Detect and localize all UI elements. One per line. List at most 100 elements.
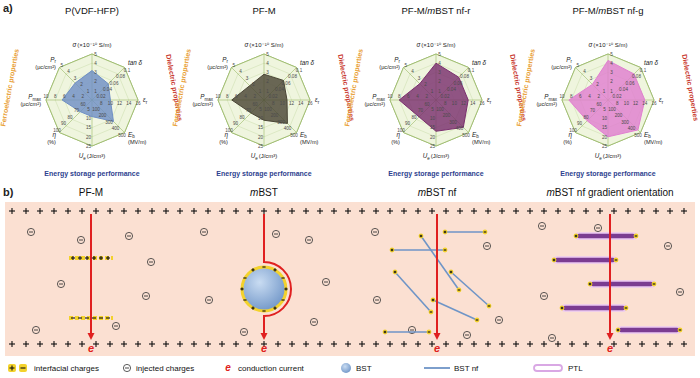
axis-label: η(%) [47,131,56,145]
plus-sign [583,208,589,214]
group-label: Energy storage performance [216,170,311,178]
tick-label: 12 [289,101,295,106]
plus-sign [205,208,211,214]
injected-charge [272,230,279,237]
axis-label: tan δ [300,59,315,66]
plus-sign [667,341,673,347]
axis-label: σ(×10⁻¹⁰ S/m) [73,41,112,48]
interfacial-charge [419,234,424,239]
grid-ring [46,54,138,146]
tick-label: 300 [621,120,629,125]
axis-label-main: tan δ [300,59,315,66]
current-symbol: e [607,342,613,354]
conduction-path [436,214,438,334]
tick-label: 10 [602,116,608,121]
tick-label: 8 [616,101,619,106]
radar-chart: PF-M/mBST nf-r123450.020.040.060.080.181… [343,5,528,178]
plus-sign [394,271,397,274]
plus-sign [163,341,169,347]
axis-label-sub: r [662,100,664,105]
interfacial-charge [475,318,480,323]
plus-sign [391,249,394,252]
interfacial-charge [487,304,492,309]
plus-sign [485,341,491,347]
bst-nanofiber [433,300,477,320]
plus-sign [121,341,127,347]
axis-label: Pmax(μc/cm²) [364,93,385,107]
tick-label: 3 [438,70,441,75]
interfacial-charge [634,234,639,239]
tick-label: 14 [642,101,648,106]
plus-sign [121,208,127,214]
tick-label: 6 [63,94,66,99]
tick-label: 4 [244,94,247,99]
axis-label-unit: (MV/m) [472,139,490,145]
plus-sign [373,341,379,347]
axis-label-unit: (J/cm³) [87,153,106,159]
injected-charge [540,292,547,299]
axis-label-unit: (μc/cm²) [536,101,557,107]
conduction-path [609,214,611,334]
tick-label: 8 [226,94,229,99]
plus-sign [387,208,393,214]
axis-label: η(%) [219,131,228,145]
schematic: eeee [9,208,687,354]
tick-label: 100 [264,107,272,112]
plus-sign [457,341,463,347]
plus-sign [37,341,43,347]
axis-label-main: η [52,131,56,139]
plus-sign [429,208,435,214]
plus-sign [555,208,561,214]
plus-sign [331,341,337,347]
plus-sign [527,208,533,214]
panel-title: mBST nf gradient orientation [546,187,673,198]
tick-label: 3 [418,76,421,81]
tick-label: 4 [94,61,97,66]
plus-sign [617,329,620,332]
plus-sign [37,208,43,214]
tick-label: 4 [411,69,414,74]
plus-sign [597,208,603,214]
chart-title: PF-M/mBST nf-g [572,5,643,16]
tick-label: 4 [610,61,613,66]
tick-label: 4 [67,69,70,74]
tick-label: 2 [252,82,255,87]
tick-label: 200 [443,113,451,118]
tick-label: 20 [258,135,264,140]
plus-sign [289,208,295,214]
tick-label: 4 [588,94,591,99]
minus-sign [71,317,75,318]
tick-label: 10 [387,94,393,99]
minus-sign [458,289,461,290]
axis-label: εr [315,96,320,105]
plus-sign [625,341,631,347]
radar-frame [390,54,482,146]
injected-charge [142,292,149,299]
plus-sign [471,208,477,214]
interfacial-charge [443,248,448,253]
chart-title: PF-M [252,5,275,16]
italic-prefix: m [598,5,606,16]
plus-sign [471,341,477,347]
injected-charge [305,236,312,243]
plus-sign [639,208,645,214]
tick-label: 4 [72,94,75,99]
tick-label: 80 [239,115,245,120]
conduction-path [264,214,291,334]
ptl-nanofiber [554,257,616,263]
plus-sign [273,306,276,309]
tick-label: 0.1 [468,68,475,73]
minus-sign [615,259,618,260]
plus-sign [513,341,519,347]
tick-label: 400 [628,126,636,131]
tick-label: 100 [436,107,444,112]
plus-sign [569,341,575,347]
axis-label: Pr(μc/cm²) [379,56,400,70]
tick-label: 6 [235,94,238,99]
arrow-head [607,333,614,340]
plus-sign [443,341,449,347]
axis-label: Eb(MV/m) [644,131,662,145]
plus-sign [177,208,183,214]
minus-sign [428,331,431,332]
tick-label: 8 [100,101,103,106]
